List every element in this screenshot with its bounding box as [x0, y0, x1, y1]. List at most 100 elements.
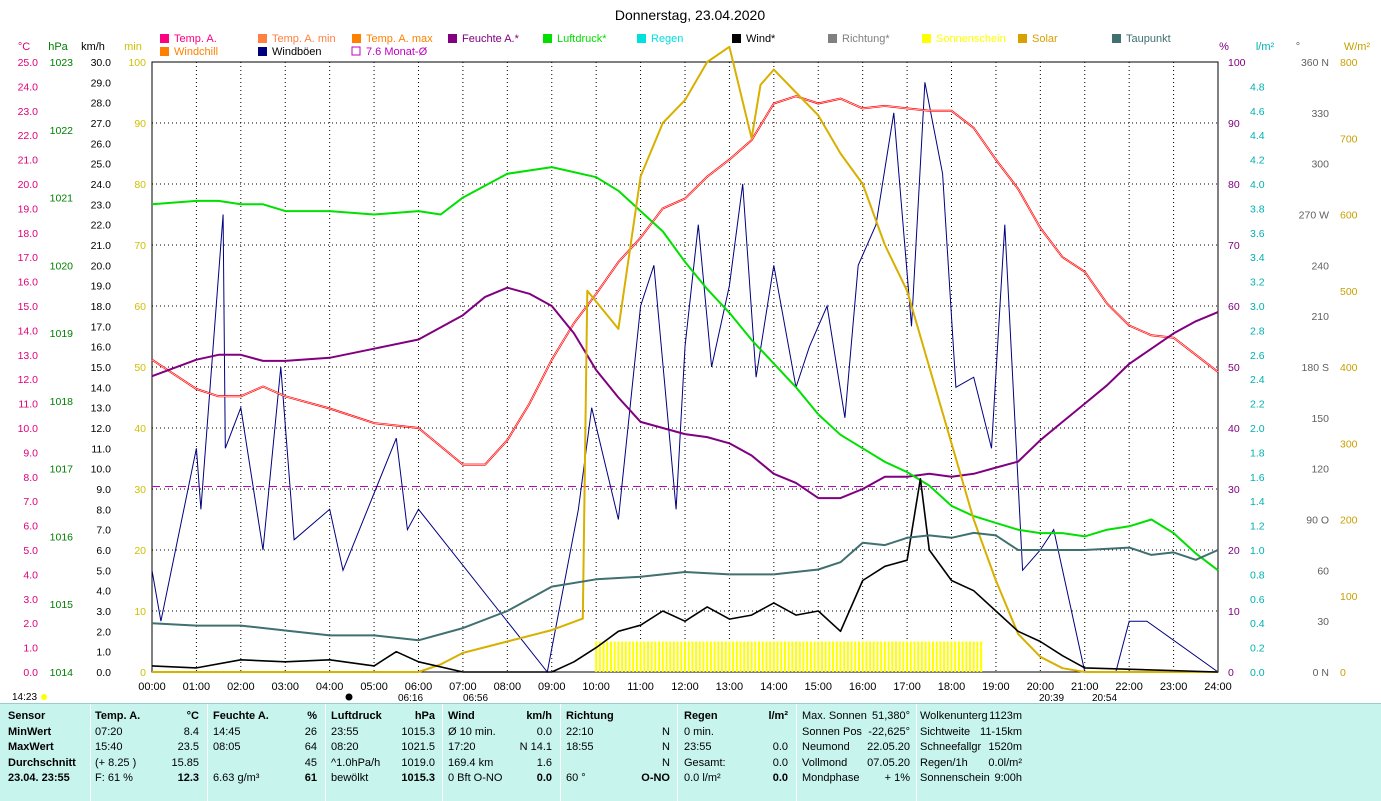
x-tick-label: 06:00	[405, 681, 433, 693]
solar-tick-label: 200	[1340, 515, 1358, 527]
temp-tick-label: 19.0	[18, 203, 39, 215]
rain-tick-label: 3.0	[1250, 301, 1265, 313]
legend-item: Windböen	[258, 46, 322, 58]
solar-tick-label: 400	[1340, 362, 1358, 374]
wind-tick-label: 10.0	[91, 464, 112, 476]
x-tick-label: 14:00	[760, 681, 788, 693]
x-tick-label: 01:00	[183, 681, 211, 693]
temp-tick-label: 20.0	[18, 179, 39, 191]
sunrise-time: 06:16	[398, 693, 423, 703]
wind-tick-label: 28.0	[91, 98, 112, 110]
sunshine-axis-unit: min	[124, 41, 142, 53]
legend-swatch	[543, 34, 552, 43]
legend-swatch	[828, 34, 837, 43]
temp-tick-label: 25.0	[18, 57, 39, 69]
solar-tick-label: 600	[1340, 210, 1358, 222]
wind-tick-label: 5.0	[96, 565, 111, 577]
x-tick-label: 19:00	[982, 681, 1010, 693]
wind-tick-label: 3.0	[96, 606, 111, 618]
rain-tick-label: 3.2	[1250, 277, 1265, 289]
x-tick-label: 12:00	[671, 681, 699, 693]
temp-tick-label: 15.0	[18, 301, 39, 313]
legend-label: Temp. A. min	[272, 33, 336, 45]
x-tick-label: 09:00	[538, 681, 566, 693]
sunset-time-2: 20:54	[1092, 693, 1117, 703]
pressure-tick-label: 1022	[50, 125, 74, 137]
legend-label: Sonnenschein	[936, 33, 1006, 45]
rain-tick-label: 0.6	[1250, 594, 1265, 606]
series-wind-gusts	[151, 82, 1219, 674]
rain-tick-label: 2.2	[1250, 399, 1265, 411]
wind-tick-label: 4.0	[96, 586, 111, 598]
rain-tick-label: 0.8	[1250, 569, 1265, 581]
humidity-tick-label: 20	[1228, 545, 1240, 557]
sunshine-bars	[595, 641, 983, 672]
rain-tick-label: 0.2	[1250, 643, 1265, 655]
temp-tick-label: 16.0	[18, 277, 39, 289]
rain-tick-label: 4.2	[1250, 155, 1265, 167]
wind-tick-label: 2.0	[96, 626, 111, 638]
summary-direction: Richtung 22:10 N 18:55 N N 60 ° O-NO	[566, 710, 670, 784]
sunshine-tick-label: 90	[134, 118, 146, 130]
x-tick-label: 04:00	[316, 681, 344, 693]
temp-tick-label: 9.0	[23, 447, 38, 459]
direction-axis-unit: °	[1296, 41, 1300, 53]
temp-tick-label: 23.0	[18, 106, 39, 118]
legend-label: Wind*	[746, 33, 776, 45]
summary-wind: Wind km/h Ø 10 min. 0.0 17:20 N 14.1 169.4 …	[448, 710, 552, 784]
temp-tick-label: 18.0	[18, 228, 39, 240]
x-tick-label: 23:00	[1160, 681, 1188, 693]
legend-swatch	[351, 46, 361, 56]
rain-tick-label: 2.4	[1250, 374, 1265, 386]
wind-tick-label: 16.0	[91, 342, 112, 354]
legend-swatch	[352, 34, 361, 43]
legend-item: Feuchte A.*	[448, 33, 520, 45]
direction-tick-label: 240	[1311, 260, 1329, 272]
legend-item: Regen	[637, 33, 683, 45]
x-tick-label: 05:00	[360, 681, 388, 693]
legend-item: Temp. A.	[160, 33, 217, 45]
temp-tick-label: 0.0	[23, 667, 38, 679]
legend-swatch	[732, 34, 741, 43]
wind-tick-label: 7.0	[96, 525, 111, 537]
solar-tick-label: 100	[1340, 591, 1358, 603]
solar-tick-label: 700	[1340, 133, 1358, 145]
legend-label: Windböen	[272, 46, 322, 58]
series-feuchte-a-	[151, 286, 1219, 500]
chart-legend: Temp. A. Temp. A. min Temp. A. max Feuchte …	[160, 33, 1171, 58]
direction-tick-label: 30	[1317, 616, 1329, 628]
rain-tick-label: 3.4	[1250, 252, 1265, 264]
direction-tick-label: 360 N	[1301, 57, 1329, 69]
wind-axis-unit: km/h	[81, 41, 105, 53]
wind-tick-label: 29.0	[91, 77, 112, 89]
legend-swatch	[160, 34, 169, 43]
x-tick-label: 20:00	[1027, 681, 1055, 693]
pressure-tick-label: 1016	[50, 531, 74, 543]
x-tick-label: 11:00	[627, 681, 654, 693]
legend-item: 7.6 Monat-Ø	[351, 46, 428, 58]
pressure-tick-label: 1023	[50, 57, 74, 69]
wind-tick-label: 20.0	[91, 260, 112, 272]
x-tick-label: 17:00	[893, 681, 921, 693]
humidity-tick-label: 40	[1228, 423, 1240, 435]
rain-tick-label: 4.8	[1250, 81, 1265, 93]
pressure-tick-label: 1019	[50, 328, 74, 340]
sunshine-tick-label: 80	[134, 179, 146, 191]
temp-tick-label: 7.0	[23, 496, 38, 508]
legend-swatch	[258, 47, 267, 56]
humidity-tick-label: 100	[1228, 57, 1246, 69]
sunshine-tick-label: 50	[134, 362, 146, 374]
series-solar	[152, 45, 1218, 673]
temp-tick-label: 24.0	[18, 81, 39, 93]
legend-swatch	[1018, 34, 1027, 43]
legend-item: Windchill	[160, 46, 218, 58]
series-luftdruck-	[151, 166, 1219, 572]
legend-swatch	[637, 34, 646, 43]
legend-label: Feuchte A.*	[462, 33, 520, 45]
legend-swatch	[160, 47, 169, 56]
weather-chart: 0.0 1.0 2.0 3.0 4.0 5.0 6.0 7.0 8.0 9.0 10.0 11.0 12…	[12, 7, 1370, 703]
direction-tick-label: 210	[1311, 311, 1329, 323]
rain-tick-label: 1.4	[1250, 496, 1265, 508]
summary-humidity: Feuchte A.% 14:45 26 08:05 64 45 6.63 g/m³…	[213, 710, 317, 784]
x-tick-label: 10:00	[582, 681, 610, 693]
